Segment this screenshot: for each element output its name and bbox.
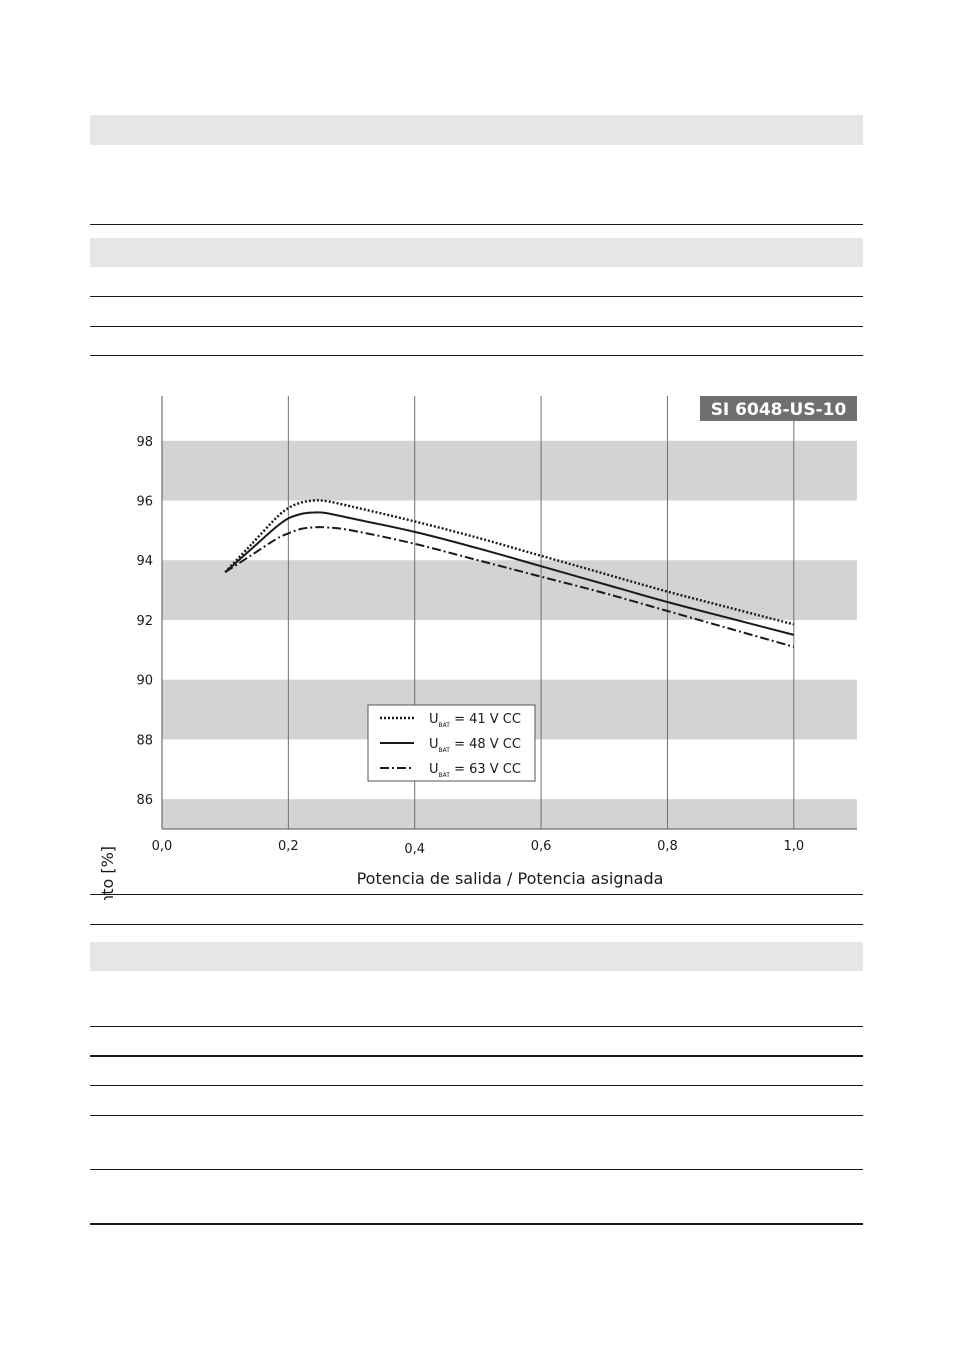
legend-value: = 48 V CC: [450, 737, 521, 752]
y-tick-labels: 86 88 90 92 94 96 98: [136, 435, 153, 808]
y-tick-label: 92: [136, 614, 153, 629]
shaded-band: [162, 799, 857, 829]
series-line-3: [224, 526, 795, 648]
table-rule: [90, 1085, 863, 1086]
x-tick-labels: 0,0 0,2 0,4 0,6 0,8 1,0: [152, 839, 805, 857]
table-rule: [90, 1026, 863, 1027]
x-tick-label: 0,4: [404, 842, 425, 857]
x-tick-label: 0,2: [278, 839, 299, 854]
table-rule: [90, 894, 863, 895]
table-header-band-3: [90, 942, 863, 971]
x-tick-label: 1,0: [783, 839, 804, 854]
table-rule: [90, 296, 863, 297]
table-rule: [90, 326, 863, 327]
y-tick-label: 98: [136, 435, 153, 450]
shaded-band: [162, 440, 857, 501]
series-lines: [224, 499, 795, 648]
y-tick-label: 94: [136, 554, 153, 569]
x-tick-label: 0,6: [531, 839, 552, 854]
title-badge-bg: [700, 396, 857, 421]
table-rule: [90, 1115, 863, 1116]
legend-entry: UBAT = 48 V CC: [429, 737, 521, 754]
y-tick-label: 88: [136, 733, 153, 748]
legend-value: = 41 V CC: [450, 712, 521, 727]
table-rule: [90, 224, 863, 225]
y-tick-label: 90: [136, 674, 153, 689]
x-tick-label: 0,8: [657, 839, 678, 854]
legend-symbol: U: [429, 737, 439, 752]
x-tick-label: 0,0: [152, 839, 173, 854]
y-tick-label: 96: [136, 495, 153, 510]
efficiency-chart: 86 88 90 92 94 96 98 0,0 0,2 0,4 0,6 0,8 1,0 SI 604…: [98, 396, 857, 900]
table-rule-thick: [90, 1223, 863, 1225]
series-line-2: [224, 511, 795, 636]
chart-title: SI 6048-US-10: [711, 400, 847, 420]
x-axis-label: Potencia de salida / Potencia asignada: [357, 869, 664, 888]
table-header-band-2: [90, 238, 863, 267]
table-rule: [90, 355, 863, 356]
table-rule-thick: [90, 1055, 863, 1057]
legend-symbol: U: [429, 712, 439, 727]
shaded-band: [162, 560, 857, 620]
legend-subscript: BAT: [439, 722, 451, 729]
table-rule: [90, 924, 863, 925]
legend-subscript: BAT: [439, 747, 451, 754]
table-header-band-1: [90, 115, 863, 145]
legend-entry: UBAT = 41 V CC: [429, 712, 521, 729]
legend-value: = 63 V CC: [450, 762, 521, 777]
legend-subscript: BAT: [439, 772, 451, 779]
y-axis-label: Coeficiente de rendimiento [%]: [98, 846, 117, 900]
table-rule: [90, 1169, 863, 1170]
legend-entry: UBAT = 63 V CC: [429, 762, 521, 779]
y-tick-label: 86: [136, 793, 153, 808]
plot-frame: [161, 396, 857, 830]
legend-symbol: U: [429, 762, 439, 777]
title-badge: SI 6048-US-10: [700, 396, 857, 421]
